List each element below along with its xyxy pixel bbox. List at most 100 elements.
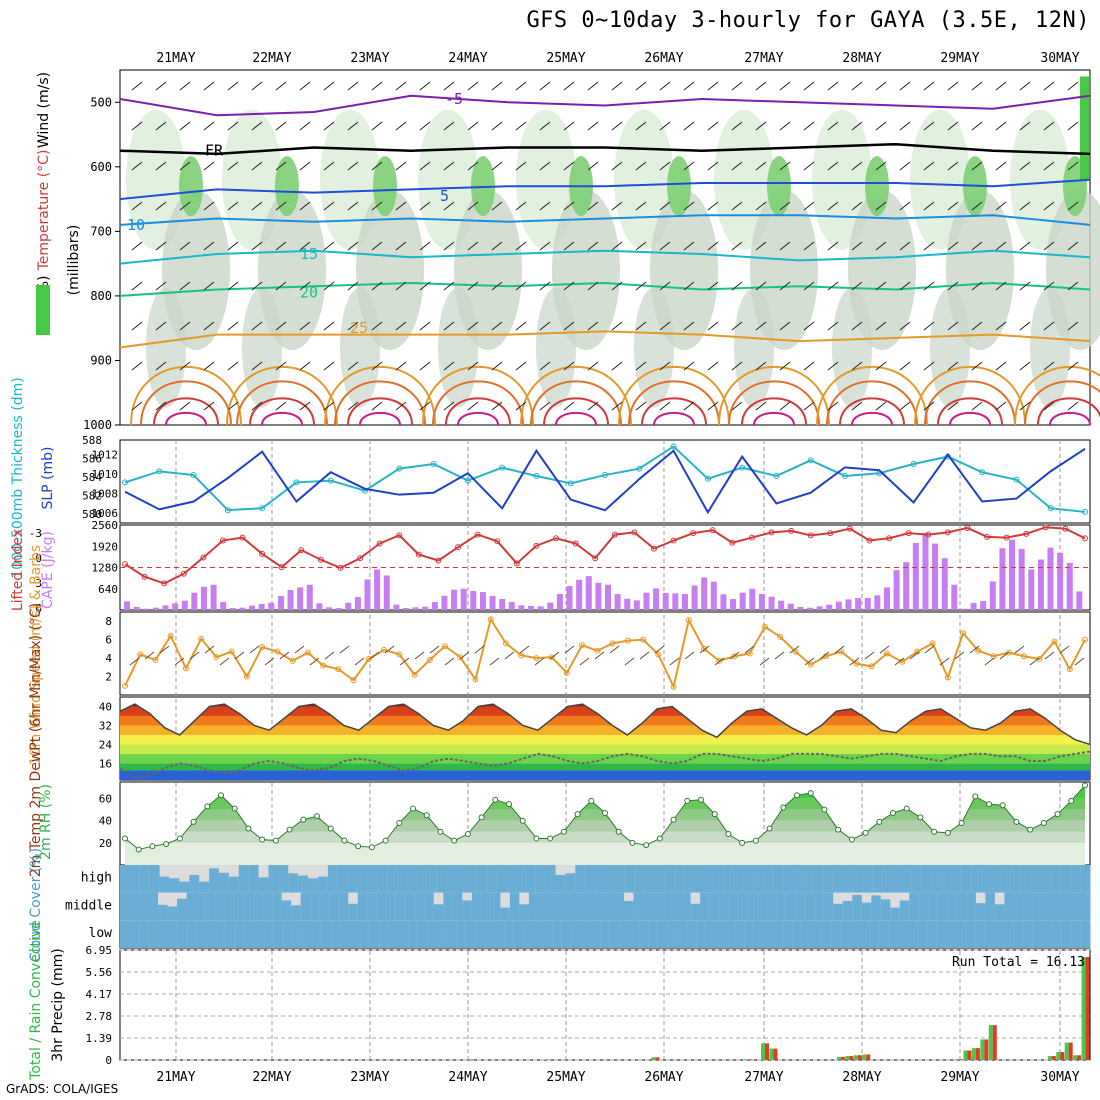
wind-barb xyxy=(395,121,407,131)
isotherm-surface-arc xyxy=(653,412,695,426)
cape-bar xyxy=(210,584,217,610)
cloud-cell xyxy=(782,920,793,948)
rh-point xyxy=(931,828,938,835)
lifted-index-series-point xyxy=(317,556,324,563)
wind-barb xyxy=(683,241,695,251)
cloud-cell xyxy=(471,892,482,921)
cloud-cell xyxy=(238,865,250,893)
precip-total-bar xyxy=(744,1059,749,1060)
wind-barb xyxy=(1043,81,1055,91)
wind-barb xyxy=(491,361,503,371)
surface-wind-barbs xyxy=(129,645,1085,666)
wind-speed-series-point xyxy=(640,636,647,643)
precip-convective-bar xyxy=(984,1039,989,1060)
rh-point xyxy=(780,804,787,811)
wind-barb xyxy=(731,121,743,131)
wind-barb xyxy=(1043,401,1055,411)
cloud-cell xyxy=(292,920,303,948)
cloud-cell xyxy=(367,865,378,893)
wind-barb xyxy=(227,401,239,411)
wind-barb xyxy=(347,161,359,171)
isotherm-line-20 xyxy=(119,281,1091,297)
cloud-cell xyxy=(189,874,200,893)
wind-barb xyxy=(984,657,995,666)
lifted-index-series-point xyxy=(122,561,128,568)
thickness-axis-label: 1000-500mb Thickness (dm) xyxy=(10,377,26,578)
wind-barb xyxy=(419,121,431,131)
li-axis-label: Lifted Index xyxy=(10,529,26,611)
wind-barb xyxy=(227,361,239,371)
precip-total-bar xyxy=(971,1048,976,1060)
wind-barb xyxy=(759,657,770,666)
cloud-cell xyxy=(244,920,255,948)
isotherm-surface-arc xyxy=(628,380,720,426)
wind-barb xyxy=(947,161,959,171)
cloud-cell xyxy=(897,920,909,948)
wind-barb xyxy=(1044,651,1055,660)
wind-speed-series-point xyxy=(563,669,570,676)
cloud-cell xyxy=(1003,920,1014,948)
wind-barb xyxy=(491,321,503,331)
thickness-series-point xyxy=(773,472,780,479)
wind-barb xyxy=(491,241,503,251)
wind-barb xyxy=(1067,401,1079,411)
cape-bar xyxy=(787,603,794,610)
precip-type-axis-label: Total / Rain Convective xyxy=(28,920,44,1081)
wind-barb xyxy=(251,81,263,91)
cloud-cell xyxy=(849,920,861,948)
date-label-bottom: 25MAY xyxy=(546,1070,585,1085)
wind-barb xyxy=(179,161,191,171)
wind-barb xyxy=(179,361,191,371)
ytick-label: 700 xyxy=(90,224,112,238)
lifted-index-series-point xyxy=(768,529,775,536)
lifted-index-series-point xyxy=(807,532,814,539)
wind-barb xyxy=(264,657,275,666)
li-tick: 0 xyxy=(35,552,42,565)
cloud-bg xyxy=(890,892,901,921)
cape-bar xyxy=(1018,548,1025,610)
wind-barb xyxy=(371,121,383,131)
cloud-cell xyxy=(525,865,537,893)
isotherm-label: -5 xyxy=(445,90,463,108)
cloud-cell xyxy=(234,892,245,921)
wind-barb xyxy=(443,281,455,291)
cape-bar xyxy=(1057,552,1064,610)
thickness-series-point xyxy=(259,505,266,512)
wind-barb xyxy=(563,361,575,371)
wind-speed-series-point xyxy=(350,677,357,684)
cloud-cell xyxy=(443,892,454,921)
wind-barb xyxy=(779,321,791,331)
precip-convective-bar xyxy=(975,1048,980,1060)
wind-barb xyxy=(611,321,623,331)
wind-barb xyxy=(155,281,167,291)
cloud-cell xyxy=(917,920,928,948)
wind-barb xyxy=(899,281,911,291)
cloud-cell xyxy=(169,878,180,893)
cloud-cell xyxy=(327,865,339,893)
wind-tick: 2 xyxy=(105,671,112,684)
isotherm-surface-arc xyxy=(1014,366,1100,426)
wind-barb xyxy=(443,121,455,131)
wind-barb xyxy=(515,201,527,211)
cloud-cell xyxy=(728,892,739,921)
cloud-cell xyxy=(580,920,592,948)
thickness-series-point xyxy=(739,464,746,471)
cloud-axis-label: Cloud Cover (%) xyxy=(28,848,44,962)
cloud-cell xyxy=(369,920,380,948)
wind-barb xyxy=(395,281,407,291)
wind-barb xyxy=(969,645,980,654)
cape-bar xyxy=(306,584,313,610)
rh-point xyxy=(944,829,951,836)
wind-barb xyxy=(131,201,143,211)
lifted-index-series-point xyxy=(1062,525,1069,532)
wind-barb xyxy=(414,651,425,660)
cape-bar xyxy=(268,602,275,610)
lifted-index-series-point xyxy=(592,555,599,562)
wind-speed-series-point xyxy=(929,640,936,647)
cloud-cell xyxy=(414,892,425,921)
wind-barb xyxy=(347,401,359,411)
wind-speed-series-point xyxy=(746,650,753,657)
wind-barb xyxy=(204,645,215,654)
wind-barb xyxy=(539,121,551,131)
rh-point xyxy=(451,837,458,844)
